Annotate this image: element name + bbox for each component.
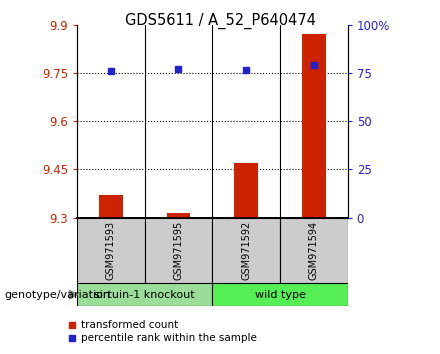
Bar: [302, 34, 326, 218]
Bar: [213, 218, 280, 283]
Bar: [77, 283, 213, 306]
Bar: [213, 283, 348, 306]
Text: GSM971592: GSM971592: [241, 221, 251, 280]
Bar: [234, 163, 258, 218]
Text: GSM971593: GSM971593: [106, 221, 116, 280]
Text: GSM971595: GSM971595: [173, 221, 183, 280]
Bar: [145, 218, 213, 283]
Text: sirtuin-1 knockout: sirtuin-1 knockout: [94, 290, 195, 300]
Bar: [77, 218, 145, 283]
Bar: [167, 213, 191, 218]
Text: GDS5611 / A_52_P640474: GDS5611 / A_52_P640474: [125, 12, 315, 29]
Text: genotype/variation: genotype/variation: [4, 290, 110, 300]
Legend: transformed count, percentile rank within the sample: transformed count, percentile rank withi…: [68, 320, 257, 343]
Text: wild type: wild type: [254, 290, 305, 300]
Bar: [99, 195, 123, 218]
Bar: [280, 218, 348, 283]
Text: GSM971594: GSM971594: [309, 221, 319, 280]
